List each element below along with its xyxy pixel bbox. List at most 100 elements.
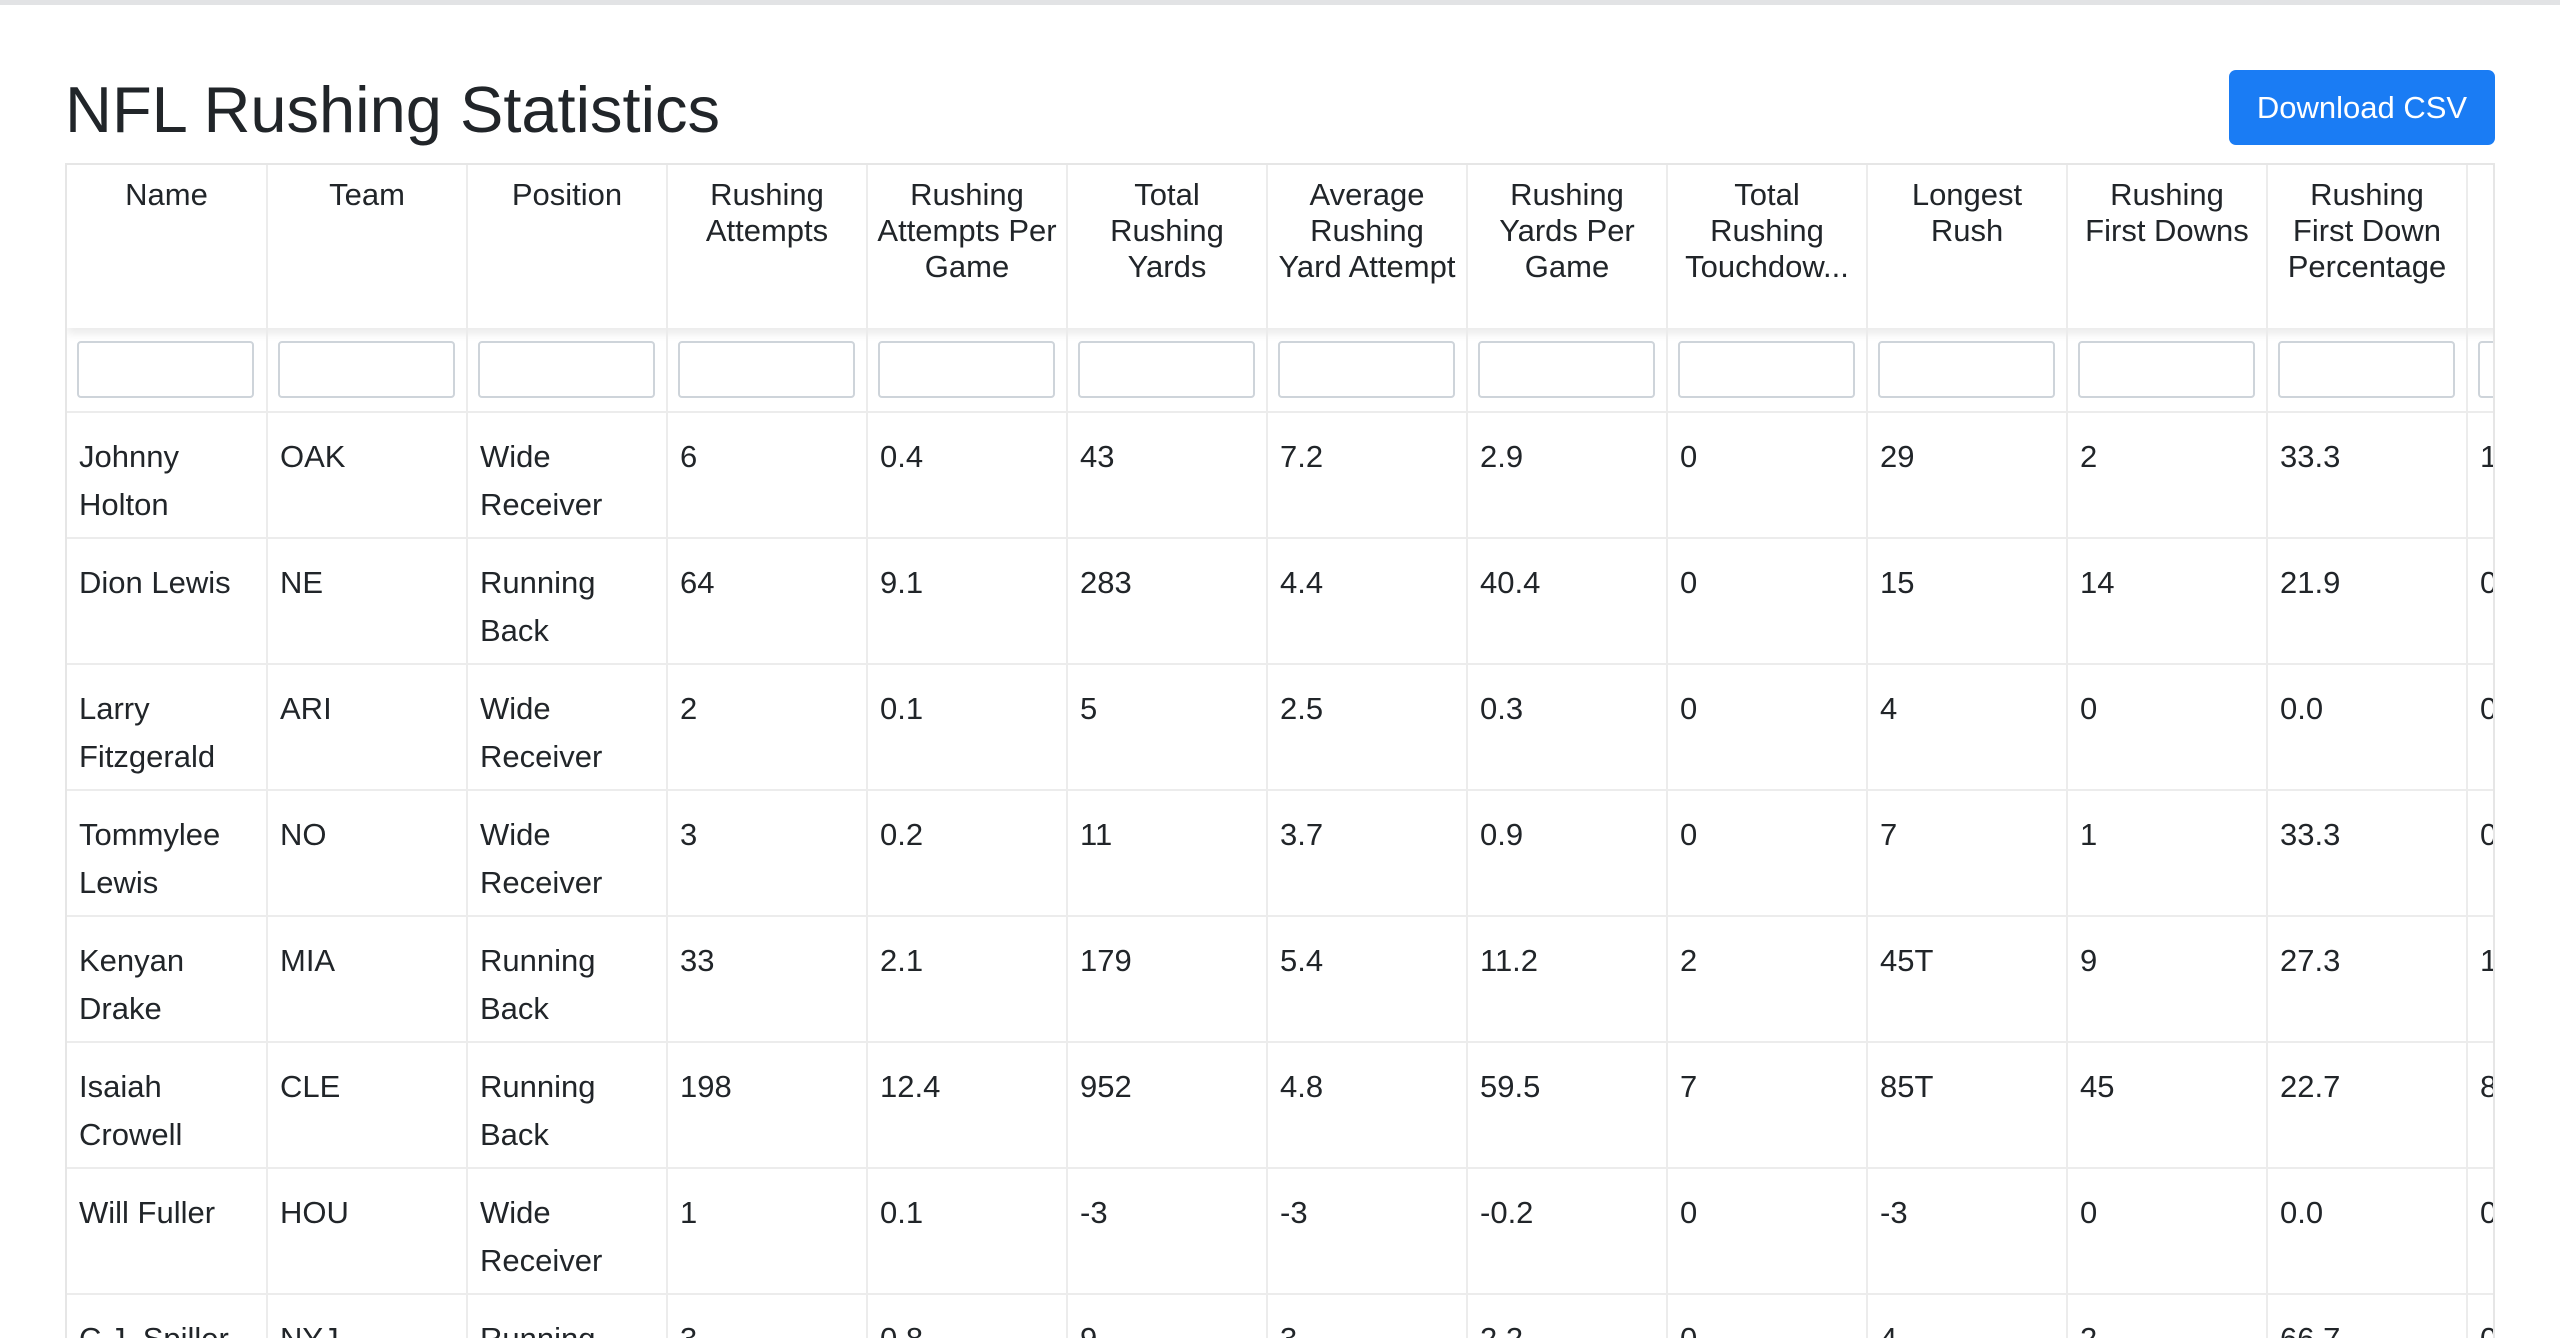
column-header: Position <box>467 165 668 328</box>
data-cell: 4.8 <box>1267 1041 1468 1168</box>
filter-input[interactable] <box>1678 341 1855 398</box>
data-cell: 1 <box>667 1167 868 1294</box>
data-cell: 0 <box>1667 1167 1868 1294</box>
data-cell: 0 <box>2467 663 2493 790</box>
filter-cell <box>2067 328 2268 412</box>
filter-cell <box>1467 328 1668 412</box>
column-header <box>2467 165 2493 328</box>
data-cell: 27.3 <box>2267 915 2468 1042</box>
column-header: Rushing Attempts Per Game <box>867 165 1068 328</box>
data-cell: Wide Receiver <box>467 411 668 538</box>
data-cell: Wide Receiver <box>467 1167 668 1294</box>
column-header: Team <box>267 165 468 328</box>
data-cell: MIA <box>267 915 468 1042</box>
data-cell: Tommylee Lewis <box>67 789 268 916</box>
filter-input[interactable] <box>2278 341 2455 398</box>
table-body: Johnny Holton OAK Wide Receiver 6 0.4 43 7.2 2.… <box>67 411 2493 1338</box>
data-cell: 40.4 <box>1467 537 1668 664</box>
data-row: Johnny Holton OAK Wide Receiver 6 0.4 43 7.2 2.… <box>67 411 2493 538</box>
data-cell: NYJ <box>267 1293 468 1338</box>
page-title: NFL Rushing Statistics <box>65 73 721 146</box>
data-cell: Wide Receiver <box>467 789 668 916</box>
filter-input[interactable] <box>2478 341 2493 398</box>
data-cell: 45 <box>2067 1041 2268 1168</box>
data-cell: 7 <box>1667 1041 1868 1168</box>
filter-input[interactable] <box>1078 341 1255 398</box>
data-cell: 7.2 <box>1267 411 1468 538</box>
data-cell: 2.2 <box>1467 1293 1668 1338</box>
data-cell: 4.4 <box>1267 537 1468 664</box>
column-header: Rushing Attempts <box>667 165 868 328</box>
filter-input[interactable] <box>278 341 455 398</box>
data-cell: Isaiah Crowell <box>67 1041 268 1168</box>
filter-input[interactable] <box>2078 341 2255 398</box>
data-cell: 0.3 <box>1467 663 1668 790</box>
data-cell: CLE <box>267 1041 468 1168</box>
data-cell: ARI <box>267 663 468 790</box>
data-cell: Johnny Holton <box>67 411 268 538</box>
data-cell: Running Back <box>467 537 668 664</box>
data-cell: 2.1 <box>867 915 1068 1042</box>
filter-input[interactable] <box>1478 341 1655 398</box>
data-cell: 64 <box>667 537 868 664</box>
filter-cell <box>1067 328 1268 412</box>
data-cell: 0 <box>2067 1167 2268 1294</box>
data-cell: HOU <box>267 1167 468 1294</box>
filter-input[interactable] <box>77 341 254 398</box>
data-cell: 6 <box>667 411 868 538</box>
data-cell: 0.2 <box>867 789 1068 916</box>
data-cell: NO <box>267 789 468 916</box>
data-cell: 2.5 <box>1267 663 1468 790</box>
data-cell: 45T <box>1867 915 2068 1042</box>
data-cell: 3 <box>667 1293 868 1338</box>
table-container: Name Team Position Rushing Attempts Rushing … <box>65 163 2495 1338</box>
filter-cell <box>2267 328 2468 412</box>
data-cell: 9 <box>2067 915 2268 1042</box>
data-cell: 59.5 <box>1467 1041 1668 1168</box>
column-header: Name <box>67 165 268 328</box>
column-header: Average Rushing Yard Attempt <box>1267 165 1468 328</box>
data-cell: 0 <box>1667 789 1868 916</box>
filter-input[interactable] <box>878 341 1055 398</box>
filter-cell <box>1667 328 1868 412</box>
data-cell: 0.1 <box>867 663 1068 790</box>
data-row: Larry Fitzgerald ARI Wide Receiver 2 0.1 5 2.5… <box>67 663 2493 790</box>
data-cell: 7 <box>1867 789 2068 916</box>
data-cell: 3 <box>667 789 868 916</box>
filter-input[interactable] <box>1878 341 2055 398</box>
data-cell: 5.4 <box>1267 915 1468 1042</box>
filter-input[interactable] <box>678 341 855 398</box>
filter-cell <box>1267 328 1468 412</box>
data-cell: 4 <box>1867 1293 2068 1338</box>
data-cell: 0 <box>2467 537 2493 664</box>
data-cell: 2 <box>2067 411 2268 538</box>
data-cell: 0 <box>1667 663 1868 790</box>
data-cell: 0.9 <box>1467 789 1668 916</box>
data-cell: 11.2 <box>1467 915 1668 1042</box>
data-row: C.J. SpillerNYJRunning Back30.8932.20426… <box>67 1293 2493 1338</box>
data-cell: 9 <box>1067 1293 1268 1338</box>
data-cell: 21.9 <box>2267 537 2468 664</box>
data-cell: Kenyan Drake <box>67 915 268 1042</box>
data-cell: 0 <box>1667 537 1868 664</box>
data-cell: Running Back <box>467 1293 668 1338</box>
download-csv-button[interactable]: Download CSV <box>2229 70 2495 145</box>
data-cell: OAK <box>267 411 468 538</box>
data-cell: 0 <box>2467 1167 2493 1294</box>
filter-input[interactable] <box>478 341 655 398</box>
data-cell: 0.0 <box>2267 1167 2468 1294</box>
data-cell: Wide Receiver <box>467 663 668 790</box>
data-cell: 2.9 <box>1467 411 1668 538</box>
data-row: Isaiah Crowell CLE Running Back 198 12.4 952 4… <box>67 1041 2493 1168</box>
data-cell: 3 <box>1267 1293 1468 1338</box>
data-cell: 198 <box>667 1041 868 1168</box>
data-cell: 66.7 <box>2267 1293 2468 1338</box>
data-cell: 43 <box>1067 411 1268 538</box>
data-row: Tommylee Lewis NO Wide Receiver 3 0.2 11 3.7 0.… <box>67 789 2493 916</box>
filter-input[interactable] <box>1278 341 1455 398</box>
data-row: Dion Lewis NE Running Back 64 9.1 283 4.4 40.4 0… <box>67 537 2493 664</box>
column-header: Rushing Yards Per Game <box>1467 165 1668 328</box>
filter-row <box>67 328 2493 412</box>
data-cell: -3 <box>1267 1167 1468 1294</box>
data-cell: 9.1 <box>867 537 1068 664</box>
